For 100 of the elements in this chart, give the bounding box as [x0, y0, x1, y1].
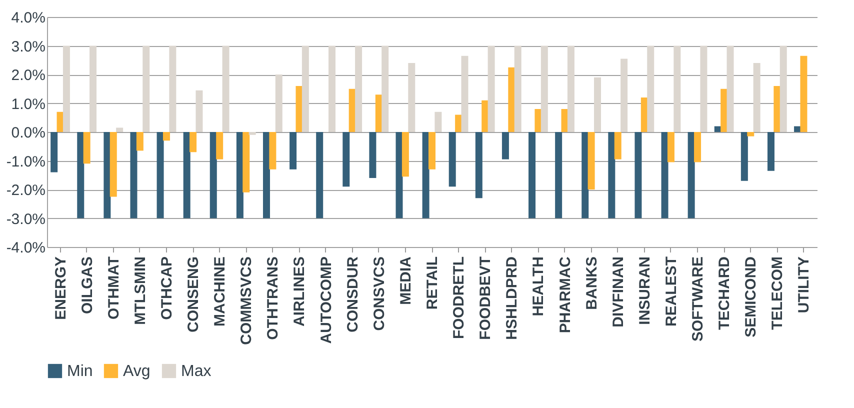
bar [269, 132, 276, 170]
bar [296, 86, 303, 132]
bar [396, 132, 403, 218]
bar [694, 132, 702, 162]
x-tick-label: DIVFINAN [610, 256, 627, 328]
bar [800, 56, 808, 132]
x-tick-label: TELECOM [769, 256, 786, 330]
bar [130, 132, 138, 218]
x-tick-label: HEALTH [530, 256, 548, 316]
x-tick-label: PHARMAC [556, 256, 574, 334]
bar [753, 63, 760, 132]
bar [77, 132, 84, 218]
bar [774, 86, 781, 132]
bar [482, 100, 489, 132]
y-tick-label: 4.0% [11, 10, 46, 26]
y-tick-label: 3.0% [11, 38, 46, 56]
bar [488, 46, 495, 132]
bar [567, 46, 574, 132]
x-tick-label: AIRLINES [291, 256, 308, 327]
x-tick-label: OTHMAT [105, 256, 122, 320]
legend-label: Min [67, 363, 93, 380]
x-tick-label: OILGAS [78, 256, 96, 314]
bar [355, 46, 362, 132]
x-tick-label: MACHINE [212, 256, 229, 326]
bar [156, 132, 164, 218]
bar [242, 132, 250, 192]
bar [162, 132, 170, 141]
bar [190, 132, 197, 152]
bar [740, 132, 748, 181]
bar [674, 46, 681, 132]
bar [428, 132, 436, 170]
x-tick-label: OTHTRANS [264, 256, 282, 340]
bar [608, 132, 616, 218]
x-tick-label: MTLSMIN [132, 256, 149, 325]
x-tick-label: ENERGY [52, 256, 70, 320]
bar [83, 132, 90, 164]
bar [316, 132, 324, 218]
bar [136, 132, 144, 151]
bar [514, 46, 522, 132]
x-tick-label: CONSDUR [344, 256, 362, 332]
bar [688, 132, 695, 218]
bar [700, 46, 708, 132]
bar [210, 132, 217, 218]
x-tick-label: OTHCAP [158, 256, 176, 320]
bar [448, 132, 456, 187]
y-tick-label: 1.0% [11, 96, 46, 113]
bar [534, 109, 542, 132]
x-tick-label: COMMSVCS [238, 256, 256, 345]
bar [502, 132, 509, 160]
y-tick-label: 2.0% [11, 67, 46, 84]
bar [142, 46, 150, 132]
bar [540, 46, 548, 132]
bar [582, 132, 589, 218]
x-tick-label: CONSENG [185, 256, 202, 332]
bar [661, 132, 668, 218]
bar [588, 132, 595, 190]
bar [110, 132, 117, 197]
bar [402, 132, 409, 177]
x-tick-label: REALEST [662, 256, 680, 327]
bar [262, 132, 270, 218]
x-tick-label: BANKS [583, 256, 600, 310]
x-tick-label: FOODRETL [450, 256, 468, 339]
x-tick-label: AUTOCOMP [318, 256, 335, 344]
bar [647, 46, 654, 132]
bar [382, 46, 389, 132]
bar [461, 56, 468, 132]
bar [196, 90, 203, 132]
bar [169, 46, 176, 132]
bar [342, 132, 350, 187]
bar [780, 46, 787, 132]
bar [50, 132, 58, 172]
bar [614, 132, 622, 160]
y-tick-label: -4.0% [6, 240, 46, 256]
bar [216, 132, 224, 160]
x-tick-label: SOFTWARE [690, 256, 707, 342]
bar [236, 132, 244, 218]
bar [475, 132, 482, 198]
bar [434, 112, 442, 132]
bar [634, 132, 642, 218]
bar [116, 128, 124, 132]
bar [594, 77, 602, 132]
x-tick-label: SEMICOND [742, 256, 760, 338]
bar [422, 132, 430, 218]
bar [508, 67, 516, 132]
bar [302, 46, 309, 132]
bar [667, 132, 674, 162]
x-tick-label: UTILITY [796, 256, 813, 314]
x-tick-label: RETAIL [424, 256, 441, 310]
bar [328, 46, 336, 132]
bar [222, 46, 230, 132]
bar [183, 132, 190, 218]
bar [62, 46, 70, 132]
y-tick-label: -2.0% [6, 182, 46, 199]
y-tick-label: -1.0% [6, 153, 46, 170]
bar [555, 132, 562, 218]
bar [104, 132, 111, 218]
bar [408, 63, 416, 132]
bar [720, 88, 728, 132]
bar [248, 132, 256, 135]
legend-label: Max [181, 363, 212, 380]
